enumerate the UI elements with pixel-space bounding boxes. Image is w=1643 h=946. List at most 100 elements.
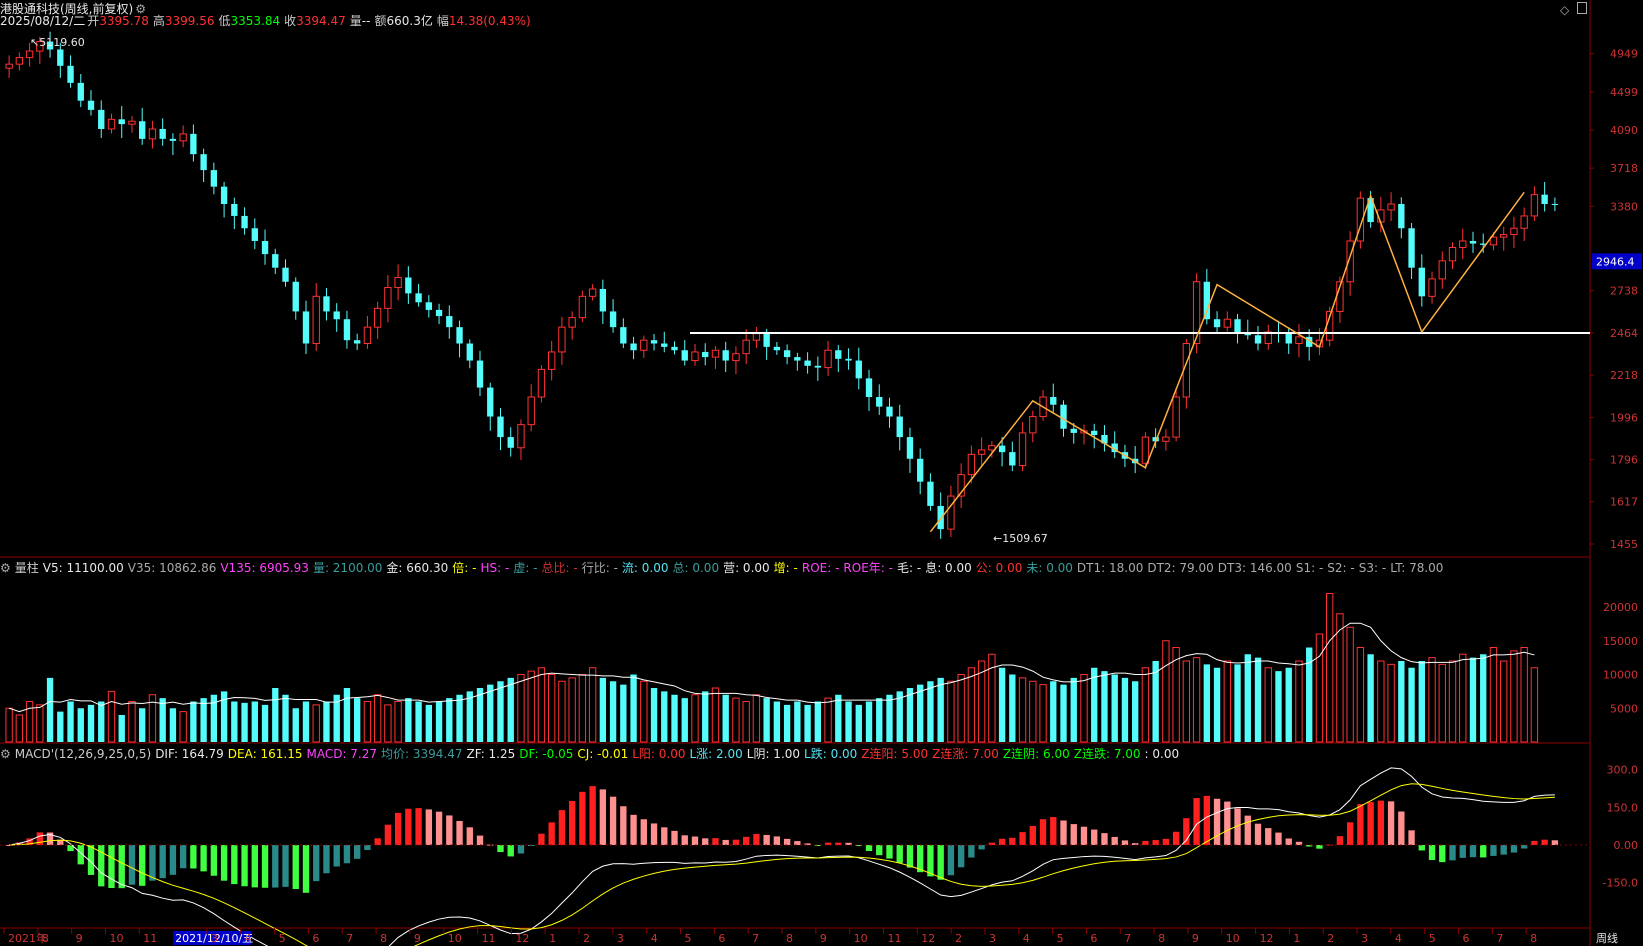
volume-bar (302, 701, 310, 742)
candle (1398, 197, 1405, 239)
volume-bar (1336, 613, 1344, 743)
vol-hdr-item-12: 总: 0.00 (672, 561, 720, 575)
candle (312, 282, 320, 351)
change-value: 14.38(0.43%) (448, 14, 531, 28)
time-axis-label: 8 (1530, 932, 1537, 945)
volume-bar (742, 701, 750, 743)
candle-body (824, 349, 832, 369)
macd-bar (661, 827, 668, 845)
candle (1018, 422, 1027, 472)
candle (1203, 268, 1211, 325)
candle-body (128, 120, 136, 125)
time-axis-label: 2021年 (8, 931, 47, 945)
overlay-lines (690, 191, 1590, 533)
volume-settings-icon[interactable]: ⚙ (0, 561, 11, 575)
candle-body (804, 360, 811, 366)
volume-bar (1111, 674, 1118, 742)
macd-bar (323, 845, 330, 874)
time-axis-label: 7 (1124, 932, 1131, 945)
volume-bar (312, 704, 320, 743)
time-axis-label: 2 (583, 932, 590, 945)
macd-bar (446, 815, 453, 845)
macd-bar (282, 845, 289, 887)
candle (1469, 231, 1477, 253)
candle (1223, 311, 1231, 332)
macd-bar (1418, 845, 1425, 851)
vol-hdr-item-11: 流: 0.00 (621, 561, 669, 575)
vol-hdr-item-10: 行比: - (581, 561, 618, 575)
macd-bar (1070, 824, 1077, 845)
macd-hdr-item-3: MACD: 7.27 (306, 747, 378, 761)
volume-bar (15, 714, 24, 743)
macd-bar (835, 842, 842, 845)
square-icon[interactable] (1577, 2, 1587, 14)
candle-body (630, 343, 637, 351)
macd-hdr-item-10: L阴: 1.00 (746, 747, 801, 761)
volume-bar (568, 677, 576, 743)
price-axis-label: 1455 (1610, 538, 1638, 551)
volume-bar (128, 701, 136, 743)
macd-bar (261, 845, 269, 888)
volume-bar (220, 691, 228, 742)
time-axis-label: 4 (1395, 932, 1402, 945)
macd-bar (77, 845, 84, 865)
volume-bar (794, 701, 801, 742)
macd-bar (876, 845, 883, 856)
macd-bar (87, 845, 95, 875)
macd-bar (292, 845, 299, 890)
vol-hdr-item-14: 增: - (773, 561, 798, 575)
time-axis-label: 9 (1192, 932, 1199, 945)
price-header: 港股通科技(周线,前复权) ⚙ (0, 1, 150, 17)
volume-bar (1223, 660, 1231, 743)
volume-bar (886, 694, 893, 742)
macd-bar (1541, 839, 1548, 845)
candle (405, 266, 412, 304)
candle-body (507, 437, 514, 448)
candle-body (5, 63, 13, 69)
vol-hdr-item-16: ROE年: - (843, 561, 893, 575)
macd-bar (1060, 820, 1067, 845)
candle-body (384, 287, 392, 309)
macd-bar (691, 836, 699, 845)
macd-hdr-item-2: DEA: 161.15 (227, 747, 303, 761)
volume-bar (1530, 667, 1539, 743)
settings-icon[interactable]: ⚙ (135, 2, 146, 16)
candle-body (783, 350, 791, 358)
macd-bar (374, 838, 381, 845)
volume-axis-label: 5000 (1610, 702, 1638, 715)
volume-bar (804, 704, 811, 742)
macd-bar (957, 845, 965, 868)
vol-hdr-item-3: V135: 6905.93 (220, 561, 309, 575)
high-value: 3399.56 (164, 14, 215, 28)
volume-bar (1029, 680, 1037, 743)
candle (855, 347, 862, 390)
macd-bar (1224, 801, 1231, 845)
time-axis-label: 7 (346, 932, 353, 945)
period-label: 周线 (1596, 931, 1618, 945)
candle (824, 341, 832, 376)
macd-settings-icon[interactable]: ⚙ (0, 747, 11, 761)
volume-bar (1469, 657, 1477, 742)
vol-hdr-item-1: V5: 11100.00 (42, 561, 124, 575)
volume-bar (1448, 660, 1457, 743)
time-axis-label: 4 (651, 932, 658, 945)
vol-hdr-item-4: 量: 2100.00 (312, 561, 383, 575)
macd-bar (1080, 826, 1088, 845)
volume-bar (547, 674, 556, 743)
macd-hdr-item-12: Z连阳: 5.00 (861, 747, 929, 761)
candle-body (702, 351, 709, 358)
macd-hdr-item-0: MACD'(12,26,9,25,0,5) (14, 747, 152, 761)
vol-hdr-item-8: 虚: - (513, 561, 538, 575)
candle-body (1306, 336, 1313, 347)
candle (517, 419, 525, 460)
macd-bar (1019, 832, 1026, 845)
diamond-icon[interactable]: ◇ (1559, 3, 1570, 17)
candle (179, 125, 187, 148)
macd-bar (558, 810, 566, 845)
candle (220, 181, 228, 218)
macd-bar (272, 845, 279, 888)
macd-bar (98, 845, 105, 887)
time-axis-label: 2 (955, 932, 962, 945)
vol-hdr-item-22: DT2: 79.00 (1147, 561, 1214, 575)
